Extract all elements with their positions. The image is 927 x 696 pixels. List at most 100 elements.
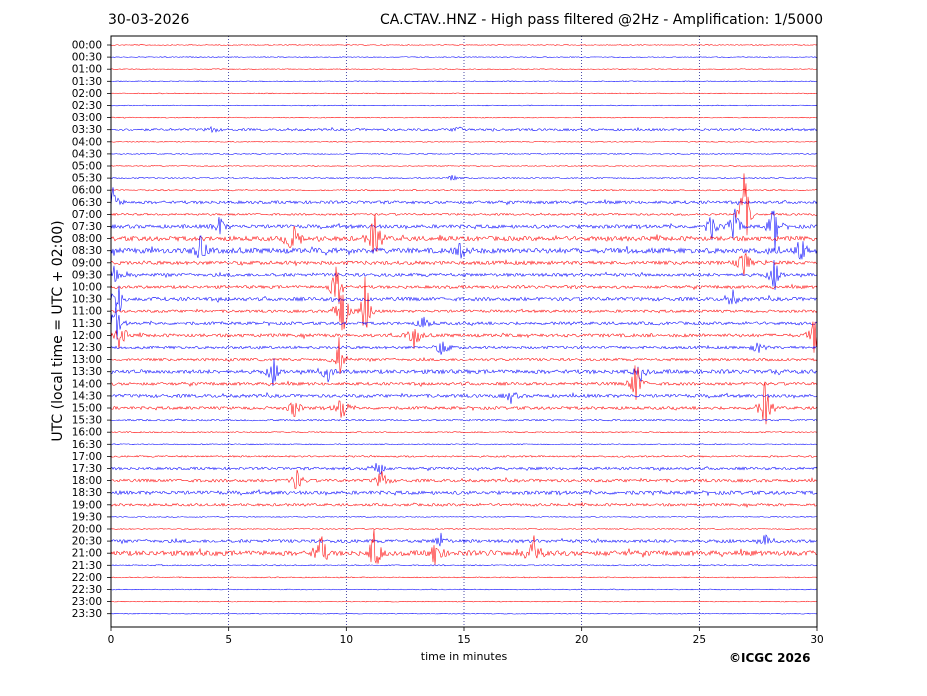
y-tick-label-21:00: 21:00 [72, 548, 102, 560]
trace-07:00 [111, 173, 817, 236]
x-tick-label-25: 25 [693, 634, 706, 646]
x-tick-label-15: 15 [457, 634, 470, 646]
trace-16:00 [111, 431, 817, 434]
trace-12:00 [111, 321, 817, 353]
trace-23:30 [111, 612, 817, 615]
trace-22:30 [111, 588, 817, 591]
y-tick-label-21:30: 21:30 [72, 560, 102, 572]
x-tick-label-30: 30 [810, 634, 823, 646]
y-tick-label-10:30: 10:30 [72, 294, 102, 306]
y-tick-label-03:00: 03:00 [72, 112, 102, 124]
y-tick-label-09:30: 09:30 [72, 269, 102, 281]
y-tick-label-17:00: 17:00 [72, 451, 102, 463]
copyright-label: ©ICGC 2026 [729, 651, 811, 665]
y-tick-label-01:00: 01:00 [72, 64, 102, 76]
y-tick-label-04:30: 04:30 [72, 148, 102, 160]
y-tick-label-13:00: 13:00 [72, 354, 102, 366]
y-tick-label-11:30: 11:30 [72, 318, 102, 330]
y-tick-label-18:30: 18:30 [72, 487, 102, 499]
trace-08:30 [111, 235, 817, 260]
trace-11:00 [111, 277, 817, 331]
y-tick-label-09:00: 09:00 [72, 257, 102, 269]
trace-06:30 [111, 187, 817, 208]
trace-18:30 [111, 489, 817, 497]
trace-15:00 [111, 381, 817, 425]
y-tick-label-14:00: 14:00 [72, 378, 102, 390]
trace-18:00 [111, 469, 817, 489]
y-tick-label-08:30: 08:30 [72, 245, 102, 257]
trace-06:00 [111, 189, 817, 192]
y-tick-label-22:00: 22:00 [72, 572, 102, 584]
y-tick-label-22:30: 22:30 [72, 584, 102, 596]
trace-22:00 [111, 576, 817, 579]
trace-04:00 [111, 141, 817, 143]
x-tick-label-10: 10 [340, 634, 353, 646]
y-tick-label-02:00: 02:00 [72, 88, 102, 100]
y-tick-label-20:30: 20:30 [72, 536, 102, 548]
trace-10:00 [111, 266, 817, 305]
trace-19:00 [111, 501, 817, 509]
y-tick-label-15:30: 15:30 [72, 415, 102, 427]
y-tick-label-06:30: 06:30 [72, 197, 102, 209]
y-tick-label-19:30: 19:30 [72, 511, 102, 523]
y-tick-label-08:00: 08:00 [72, 233, 102, 245]
trace-17:00 [111, 454, 817, 458]
y-tick-label-23:30: 23:30 [72, 608, 102, 620]
x-tick-label-0: 0 [108, 634, 115, 646]
y-tick-label-01:30: 01:30 [72, 76, 102, 88]
y-tick-label-16:00: 16:00 [72, 427, 102, 439]
y-tick-label-05:30: 05:30 [72, 173, 102, 185]
y-tick-label-20:00: 20:00 [72, 524, 102, 536]
y-tick-label-18:00: 18:00 [72, 475, 102, 487]
trace-17:30 [111, 463, 817, 475]
y-tick-label-11:00: 11:00 [72, 306, 102, 318]
trace-03:30 [111, 125, 817, 134]
trace-05:30 [111, 175, 817, 181]
y-tick-label-15:00: 15:00 [72, 403, 102, 415]
x-tick-label-5: 5 [225, 634, 232, 646]
x-axis-label: time in minutes [420, 650, 508, 663]
y-tick-label-00:30: 00:30 [72, 52, 102, 64]
y-tick-label-07:30: 07:30 [72, 221, 102, 233]
y-tick-label-17:30: 17:30 [72, 463, 102, 475]
y-tick-label-00:00: 00:00 [72, 40, 102, 52]
y-tick-label-23:00: 23:00 [72, 596, 102, 608]
y-tick-label-12:30: 12:30 [72, 342, 102, 354]
trace-23:00 [111, 600, 817, 603]
plot-frame [110, 35, 818, 628]
trace-20:30 [111, 532, 817, 547]
trace-14:30 [111, 391, 817, 404]
trace-02:00 [111, 92, 817, 95]
trace-08:00 [111, 213, 817, 253]
trace-11:30 [111, 304, 817, 340]
date-label: 30-03-2026 [108, 12, 190, 28]
y-tick-label-05:00: 05:00 [72, 161, 102, 173]
trace-00:30 [111, 56, 817, 58]
trace-16:30 [111, 443, 817, 446]
trace-01:00 [111, 68, 817, 70]
trace-13:30 [111, 358, 817, 387]
trace-10:30 [111, 285, 817, 312]
y-tick-label-02:30: 02:30 [72, 100, 102, 112]
trace-21:30 [111, 564, 817, 567]
trace-04:30 [111, 153, 817, 155]
trace-05:00 [111, 165, 817, 167]
y-tick-label-14:30: 14:30 [72, 390, 102, 402]
y-tick-label-03:30: 03:30 [72, 124, 102, 136]
trace-09:30 [111, 260, 817, 290]
trace-13:00 [111, 337, 817, 375]
trace-02:30 [111, 104, 817, 107]
traces-group [111, 44, 817, 615]
y-tick-label-12:00: 12:00 [72, 330, 102, 342]
chart-title: CA.CTAV..HNZ - High pass filtered @2Hz -… [380, 12, 823, 28]
trace-07:30 [111, 208, 817, 252]
y-tick-label-13:30: 13:30 [72, 366, 102, 378]
trace-01:30 [111, 80, 817, 83]
trace-19:30 [111, 516, 817, 518]
y-tick-label-19:00: 19:00 [72, 499, 102, 511]
trace-14:00 [111, 365, 817, 400]
y-tick-label-16:30: 16:30 [72, 439, 102, 451]
trace-21:00 [111, 529, 817, 566]
y-tick-label-10:00: 10:00 [72, 282, 102, 294]
x-tick-label-20: 20 [575, 634, 588, 646]
